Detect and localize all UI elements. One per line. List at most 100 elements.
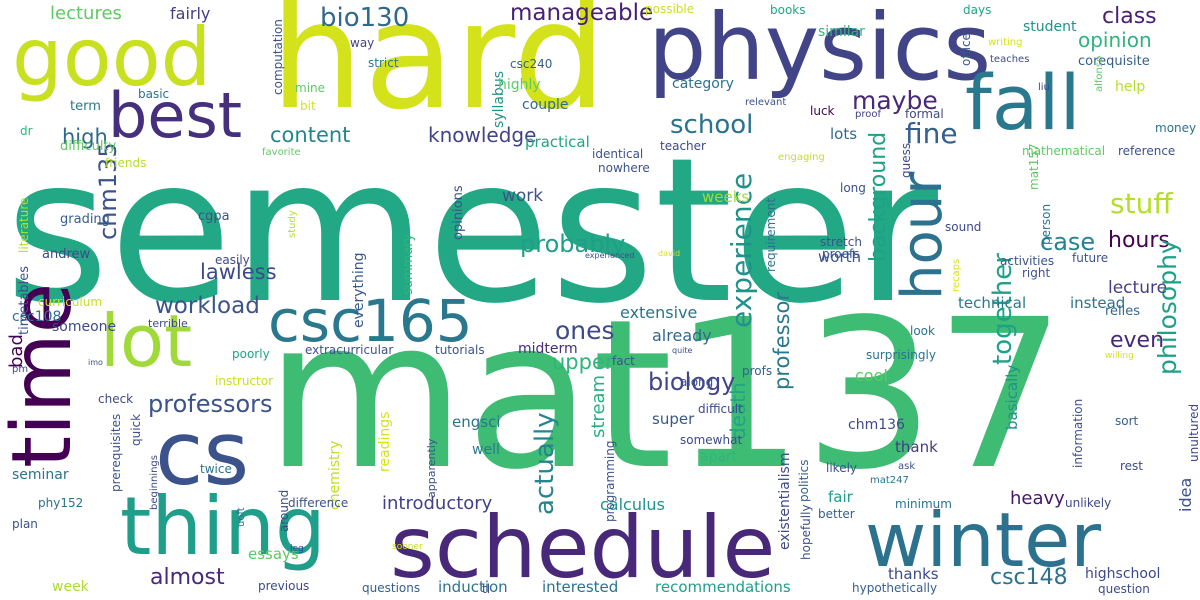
- word-liu: liu: [1038, 82, 1050, 93]
- word-mathematical: mathematical: [1022, 144, 1106, 158]
- word-content: content: [270, 123, 351, 147]
- word-maybe: maybe: [852, 86, 938, 115]
- word-fair: fair: [828, 488, 853, 506]
- word-physics: physics: [648, 0, 992, 101]
- word-literature: literature: [17, 197, 31, 253]
- word-surprisingly: surprisingly: [866, 348, 936, 362]
- word-couple: couple: [522, 97, 569, 113]
- word-stream: stream: [588, 374, 609, 438]
- word-strict: strict: [368, 56, 399, 70]
- word-professors: professors: [148, 390, 273, 418]
- word-introductory: introductory: [382, 493, 493, 514]
- word-extracurricular: extracurricular: [305, 343, 394, 357]
- word-proofs: proofs: [822, 247, 860, 261]
- word-csc165: csc165: [268, 287, 473, 355]
- word-similar: similar: [818, 24, 865, 40]
- word-mat137: mat137: [265, 275, 1066, 515]
- word-csc240: csc240: [510, 57, 553, 71]
- word-thanks: thanks: [888, 565, 939, 583]
- word-student: student: [1023, 19, 1077, 35]
- word-teacher: teacher: [660, 139, 706, 153]
- word-stretch: stretch: [820, 235, 862, 249]
- word-quite: quite: [672, 346, 693, 355]
- word-apparently: apparently: [425, 438, 438, 498]
- word-mat157: mat157: [1027, 143, 1041, 190]
- word-uoft: uoft: [236, 507, 247, 527]
- word-semester: semester: [5, 115, 939, 348]
- word-days: days: [963, 3, 992, 17]
- word-experienced: experienced: [585, 251, 635, 260]
- word-thank: thank: [895, 438, 938, 456]
- word-sound: sound: [945, 220, 982, 234]
- word-hard: hard: [270, 0, 607, 142]
- word-mine: mine: [295, 81, 326, 95]
- word-help: help: [1115, 79, 1146, 95]
- word-engsci: engsci: [452, 413, 501, 431]
- word-hour: hour: [890, 171, 955, 300]
- word-engaging: engaging: [778, 152, 825, 163]
- word-study: study: [287, 210, 298, 238]
- word-likely: likely: [826, 461, 858, 475]
- word-thing: thing: [120, 480, 326, 573]
- word-twice: twice: [200, 462, 232, 476]
- word-requirement: requirement: [764, 197, 778, 272]
- word-cs: cs: [155, 402, 250, 505]
- word-hypothetically: hypothetically: [852, 581, 938, 595]
- word-everything: everything: [351, 252, 367, 328]
- word-fine: fine: [905, 117, 958, 150]
- word-long: long: [840, 181, 866, 195]
- word-phy152: phy152: [38, 496, 84, 510]
- word-basically: basically: [1003, 364, 1021, 430]
- word-bad: bad: [6, 334, 27, 368]
- word-calculus: calculus: [600, 495, 665, 514]
- word-pm: pm: [12, 364, 29, 375]
- word-prerequisites: prerequisites: [109, 413, 123, 492]
- word-books: books: [770, 3, 806, 17]
- word-fall: fall: [965, 58, 1081, 147]
- word-someone: someone: [52, 319, 117, 335]
- word-induction: induction: [438, 578, 508, 596]
- word-ones: ones: [555, 316, 615, 345]
- word-andrew: andrew: [42, 247, 91, 262]
- word-worth: worth: [818, 248, 862, 266]
- word-even: even: [1110, 328, 1165, 353]
- word-well: well: [472, 442, 500, 458]
- word-programming: programming: [603, 440, 617, 522]
- word-rest: rest: [1120, 459, 1144, 473]
- word-high: high: [62, 125, 108, 149]
- word-bit: bit: [300, 99, 316, 113]
- word-background: background: [866, 131, 891, 262]
- word-knowledge: knowledge: [428, 123, 537, 147]
- word-activities: activities: [1000, 254, 1055, 268]
- word-hopefully: hopefully: [799, 504, 813, 560]
- word-heavy: heavy: [1010, 488, 1065, 509]
- word-guess: guess: [899, 142, 913, 178]
- word-information: information: [1071, 398, 1085, 468]
- word-profs: profs: [742, 364, 773, 378]
- word-favorite: favorite: [262, 147, 301, 158]
- word-weeks: weeks: [702, 188, 750, 206]
- word-way: way: [350, 36, 375, 50]
- word-essays: essays: [248, 545, 299, 563]
- word-basic: basic: [138, 87, 170, 101]
- word-professor: professor: [770, 291, 794, 390]
- word-extensive: extensive: [620, 303, 698, 322]
- word-mat247: mat247: [870, 475, 909, 486]
- word-timetables: timetables: [17, 265, 32, 335]
- word-friends: friends: [105, 156, 147, 170]
- word-opinion: opinion: [1078, 28, 1152, 52]
- word-readings: readings: [377, 411, 393, 472]
- word-plan: plan: [12, 517, 38, 531]
- word-existentialism: existentialism: [777, 452, 793, 550]
- word-right: right: [1022, 266, 1051, 280]
- word-recommendations: recommendations: [655, 578, 791, 596]
- word-imo: imo: [88, 358, 103, 367]
- word-lecture: lecture: [1108, 278, 1168, 298]
- word-future: future: [1072, 251, 1109, 265]
- word-office: office: [959, 33, 973, 66]
- word-highschool: highschool: [1085, 566, 1161, 582]
- word-stuff: stuff: [1110, 187, 1173, 220]
- word-recaps: recaps: [951, 258, 962, 292]
- word-politics: politics: [797, 459, 811, 502]
- word-previous: previous: [258, 579, 310, 593]
